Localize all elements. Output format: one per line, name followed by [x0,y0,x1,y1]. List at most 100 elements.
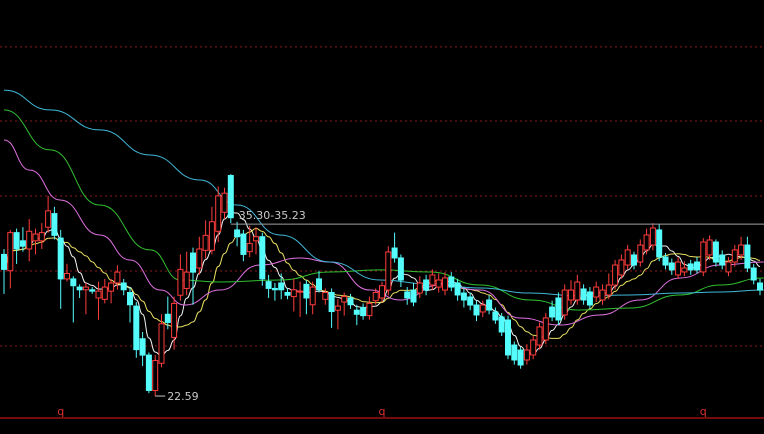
candle-down [517,346,524,369]
candle-up [706,235,713,260]
candle-body [687,263,694,271]
candle-body [492,311,499,321]
candle-body [719,254,726,266]
candle-up [624,244,631,270]
candle-body [435,279,442,288]
candle-body [202,234,209,251]
candle-body [479,304,486,313]
candle-body [523,349,530,361]
candle-up [530,336,537,360]
candle-body [712,241,719,263]
candle-up [322,288,329,305]
candle-body [164,313,171,323]
candle-up [649,223,656,251]
candle-body [649,227,656,246]
candle-down [719,250,726,270]
candle-body [631,254,637,266]
candle-down [580,284,587,305]
candle-body [694,261,700,271]
candle-body [19,240,26,247]
candle-body [391,247,398,259]
candle-body [511,344,518,361]
period-marker: q [57,405,64,418]
candle-body [574,281,581,301]
candle-body [404,291,411,299]
candle-down [70,276,77,323]
candle-down [347,293,354,309]
candle-body [82,286,89,291]
candle-down [145,352,152,394]
candle-up [45,195,52,233]
candle-up [152,355,159,397]
candle-up [95,281,102,320]
candle-body [738,244,745,256]
candle-body [51,213,58,236]
candle-down [57,229,64,309]
candle-up [246,225,253,258]
candle-body [145,354,152,391]
candle-down [133,302,140,358]
candle-body [568,289,574,301]
candle-down [284,288,291,300]
candle-body [668,262,675,271]
candle-down [404,287,411,305]
candle-down [511,341,518,365]
candle-up [215,186,222,243]
candle-down [360,303,367,320]
candle-up [108,278,115,304]
candle-down [278,273,285,300]
candle-up [32,228,39,255]
candle-body [385,251,392,291]
candle-up [523,344,530,365]
candle-up [202,220,209,259]
candle-body [397,257,404,281]
candle-down [454,278,461,301]
candle-up [542,312,549,345]
candle-up [731,244,738,267]
candle-down [271,282,278,301]
candle-body [158,323,165,364]
candle-down [89,287,96,294]
candle-body [353,309,360,315]
candle-body [259,236,266,280]
annotations: 35.30-35.23 22.59 [155,209,764,403]
candle-body [549,306,556,318]
candle-down [668,258,675,275]
candle-body [139,338,146,356]
candle-down [19,227,26,252]
candle-body [133,305,140,351]
candle-body [681,267,688,273]
candle-body [347,297,354,306]
candle-up [536,322,543,350]
moving-average-lines [3,89,764,357]
candle-body [271,287,278,291]
candle-body [372,292,379,302]
candle-body [542,317,549,341]
candle-down [549,300,556,322]
candle-down [656,224,663,262]
candle-down [694,257,700,274]
candles [1,174,763,397]
candle-body [757,282,763,291]
candle-up [379,281,385,303]
candle-down [353,304,360,326]
candle-up [208,206,215,255]
candle-body [536,326,543,346]
candle-body [290,289,297,298]
candle-body [656,229,663,258]
candle-down [76,284,83,298]
candle-body [297,290,304,293]
period-marker: q [700,405,707,418]
candle-body [190,252,196,273]
candle-down [555,292,562,326]
candle-up [82,282,89,315]
candle-body [215,195,222,232]
candle-up [114,265,121,290]
candle-body [700,241,707,273]
candle-body [448,276,455,288]
candle-body [76,286,83,291]
candle-body [379,285,385,299]
candle-up [738,236,745,260]
candle-body [750,267,757,281]
